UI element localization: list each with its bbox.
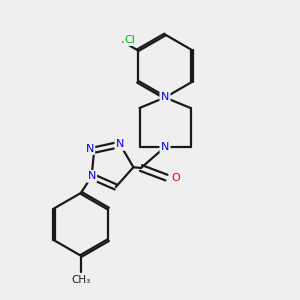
Text: N: N (161, 142, 169, 152)
Text: N: N (116, 140, 124, 149)
Text: Cl: Cl (124, 34, 136, 45)
Text: CH₃: CH₃ (71, 275, 91, 285)
Text: O: O (172, 172, 181, 183)
Text: N: N (87, 171, 96, 181)
Text: N: N (85, 143, 94, 154)
Text: N: N (161, 92, 169, 103)
